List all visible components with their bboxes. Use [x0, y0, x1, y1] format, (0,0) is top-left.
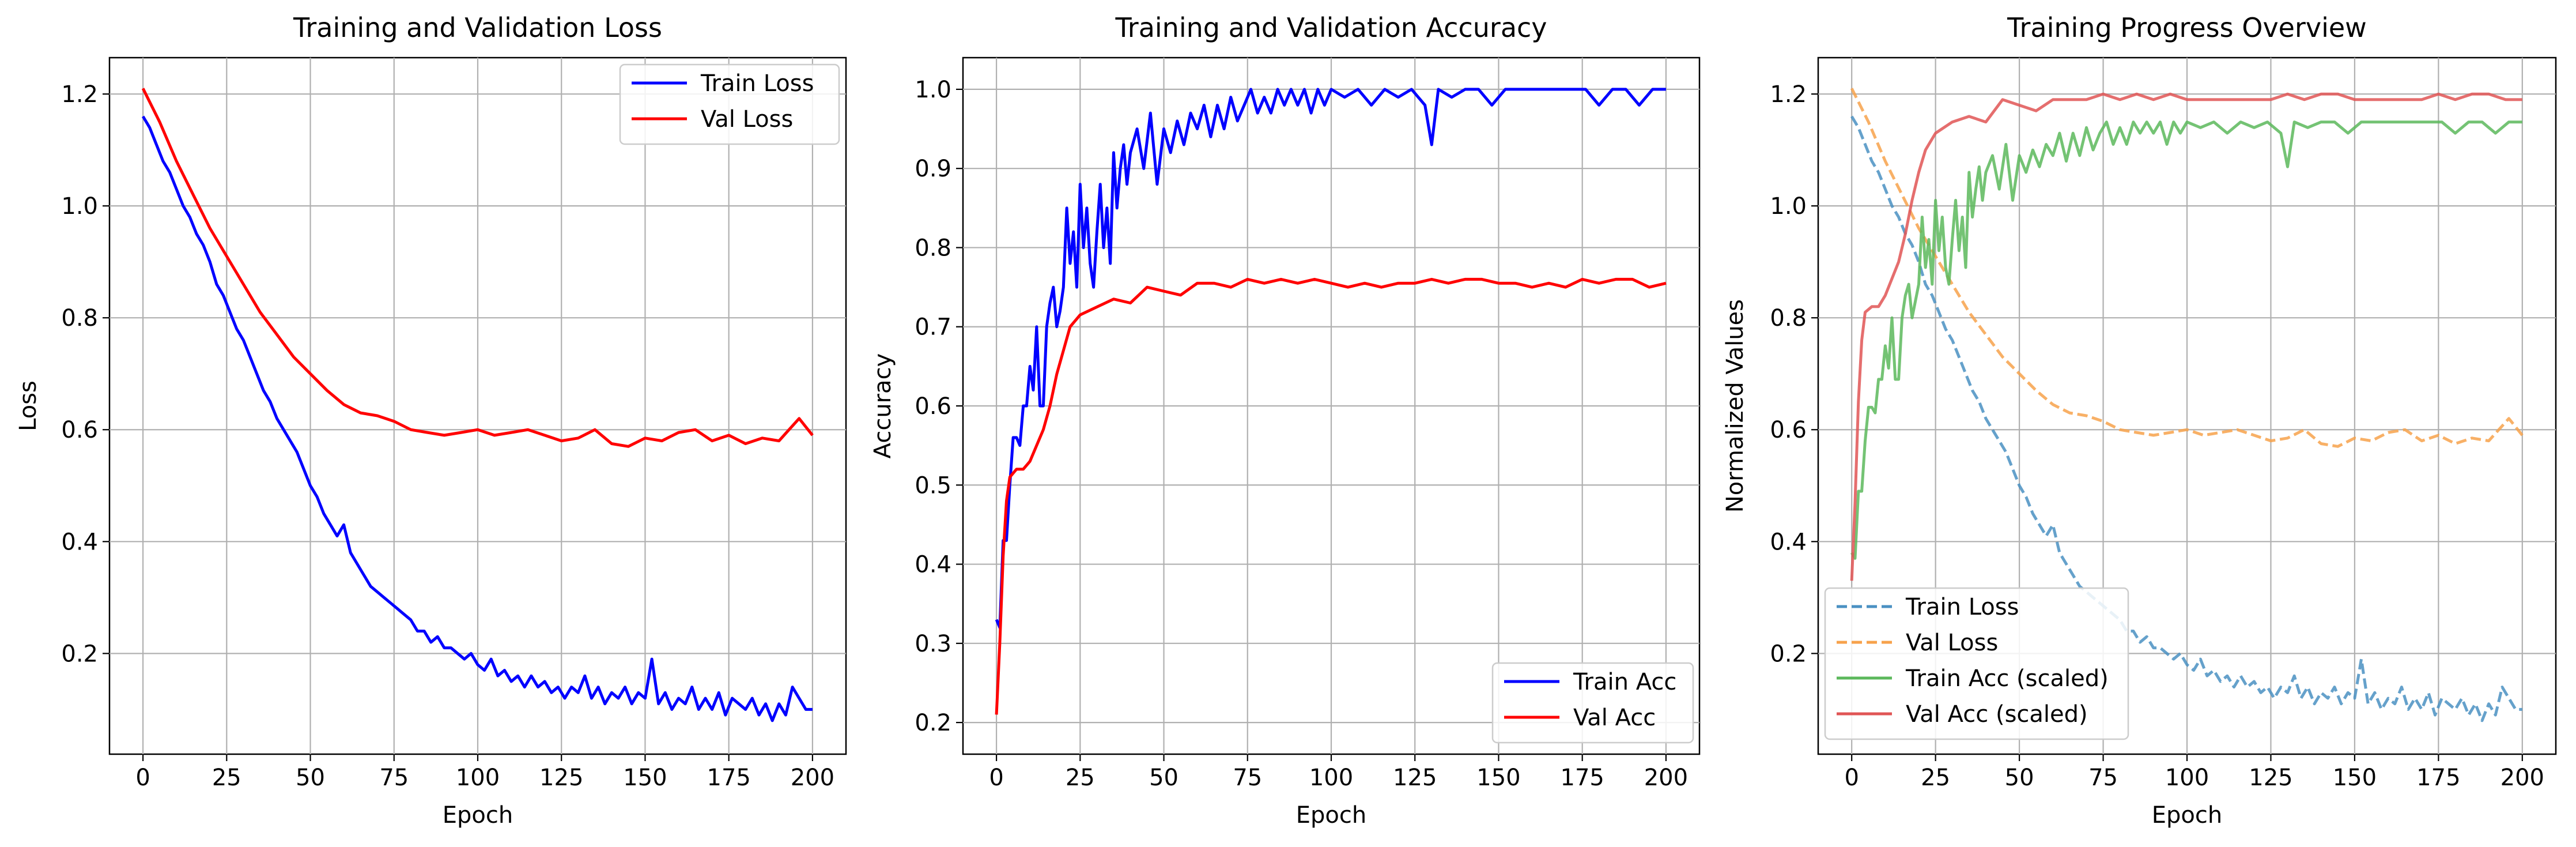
loss-x-axis-label: Epoch	[443, 802, 513, 829]
loss-chart-panel: Training and Validation Loss Epoch Loss …	[15, 12, 847, 829]
loss-series	[141, 88, 814, 722]
series-line-val-acc-scaled	[1850, 92, 2522, 581]
x-tick-label: 175	[707, 765, 751, 791]
y-tick-label: 1.2	[61, 81, 98, 108]
x-tick-label: 100	[2165, 765, 2209, 791]
accuracy-y-axis-label: Accuracy	[870, 353, 896, 459]
accuracy-chart-panel: Training and Validation Accuracy Epoch A…	[870, 12, 1701, 829]
y-tick-label: 0.4	[1770, 529, 1807, 555]
x-tick-label: 100	[1309, 765, 1353, 791]
y-tick-label: 0.3	[915, 631, 951, 657]
overview-y-axis-label: Normalized Values	[1722, 299, 1748, 513]
x-tick-label: 0	[135, 765, 150, 791]
series-line-val-loss	[141, 88, 814, 448]
x-tick-label: 25	[1921, 765, 1950, 791]
accuracy-series	[995, 88, 1667, 715]
legend-label: Train Loss	[1905, 594, 2019, 620]
x-tick-label: 175	[2416, 765, 2460, 791]
series-line-train-acc	[995, 88, 1666, 629]
legend-label: Train Loss	[700, 70, 814, 97]
x-tick-label: 75	[2088, 765, 2118, 791]
x-tick-label: 25	[1066, 765, 1095, 791]
y-tick-label: 0.2	[1770, 641, 1807, 667]
x-tick-label: 150	[2333, 765, 2377, 791]
x-tick-label: 75	[1233, 765, 1262, 791]
legend-label: Val Acc (scaled)	[1906, 701, 2088, 728]
y-tick-label: 0.7	[915, 314, 951, 341]
y-tick-label: 0.5	[915, 472, 951, 499]
series-line-train-loss	[1850, 115, 2522, 722]
x-tick-label: 200	[1644, 765, 1688, 791]
legend-label: Val Acc	[1573, 705, 1656, 731]
x-tick-label: 175	[1561, 765, 1604, 791]
overview-x-axis-label: Epoch	[2152, 802, 2222, 829]
series-line-val-loss	[1850, 88, 2524, 448]
overview-series	[1850, 88, 2524, 722]
x-tick-label: 200	[2501, 765, 2544, 791]
accuracy-ticks: 0 25 50 75 100 125 150 175 200 0.2 0.3 0.4 0.5 0.6 0.7…	[915, 77, 1688, 791]
legend-label: Val Loss	[1906, 630, 1998, 656]
y-tick-label: 0.6	[915, 393, 951, 420]
x-tick-label: 50	[1149, 765, 1179, 791]
series-line-val-acc	[995, 277, 1667, 715]
series-line-train-acc-scaled	[1850, 121, 2522, 560]
x-tick-label: 0	[1844, 765, 1859, 791]
x-tick-label: 25	[212, 765, 241, 791]
x-tick-label: 50	[2005, 765, 2034, 791]
legend-label: Train Acc (scaled)	[1905, 665, 2109, 692]
loss-legend: Train Loss Val Loss	[619, 63, 840, 145]
y-tick-label: 1.2	[1770, 81, 1807, 108]
loss-chart-title: Training and Validation Loss	[293, 12, 662, 43]
legend-label: Val Loss	[701, 106, 793, 133]
y-tick-label: 0.6	[61, 417, 98, 443]
loss-y-axis-label: Loss	[15, 381, 41, 431]
y-tick-label: 1.0	[1770, 193, 1807, 220]
legend-box	[1824, 587, 2129, 740]
overview-chart-panel: Training Progress Overview Epoch Normali…	[1722, 12, 2557, 829]
x-tick-label: 125	[1393, 765, 1437, 791]
y-tick-label: 0.6	[1770, 417, 1807, 443]
y-tick-label: 0.8	[1770, 305, 1807, 332]
overview-ticks: 0 25 50 75 100 125 150 175 200 0.2 0.4 0.6 0.8 1.0 1.2	[1770, 81, 2544, 791]
y-tick-label: 1.0	[915, 77, 951, 103]
x-tick-label: 100	[456, 765, 500, 791]
y-tick-label: 0.2	[61, 641, 98, 667]
overview-chart-title: Training Progress Overview	[2007, 12, 2367, 43]
series-line-train-loss	[141, 115, 813, 722]
x-tick-label: 150	[623, 765, 667, 791]
y-tick-label: 1.0	[61, 193, 98, 220]
y-tick-label: 0.8	[61, 305, 98, 332]
x-tick-label: 50	[296, 765, 325, 791]
accuracy-chart-title: Training and Validation Accuracy	[1115, 12, 1547, 43]
accuracy-x-axis-label: Epoch	[1296, 802, 1366, 829]
accuracy-legend: Train Acc Val Acc	[1491, 662, 1694, 744]
x-tick-label: 125	[539, 765, 583, 791]
overview-legend: Train Loss Val Loss Train Acc (scaled) Val …	[1824, 587, 2129, 740]
y-tick-label: 0.2	[915, 710, 951, 736]
legend-label: Train Acc	[1573, 669, 1676, 695]
loss-ticks: 0 25 50 75 100 125 150 175 200 0.2 0.4 0.6 0.8 1.0 1.2	[61, 81, 834, 791]
x-tick-label: 150	[1476, 765, 1520, 791]
x-tick-label: 125	[2249, 765, 2292, 791]
x-tick-label: 200	[791, 765, 834, 791]
accuracy-grid	[963, 58, 1699, 754]
y-tick-label: 0.9	[915, 156, 951, 182]
x-tick-label: 0	[989, 765, 1003, 791]
x-tick-label: 75	[379, 765, 409, 791]
y-tick-label: 0.8	[915, 235, 951, 261]
y-tick-label: 0.4	[61, 529, 98, 555]
y-tick-label: 0.4	[915, 552, 951, 578]
